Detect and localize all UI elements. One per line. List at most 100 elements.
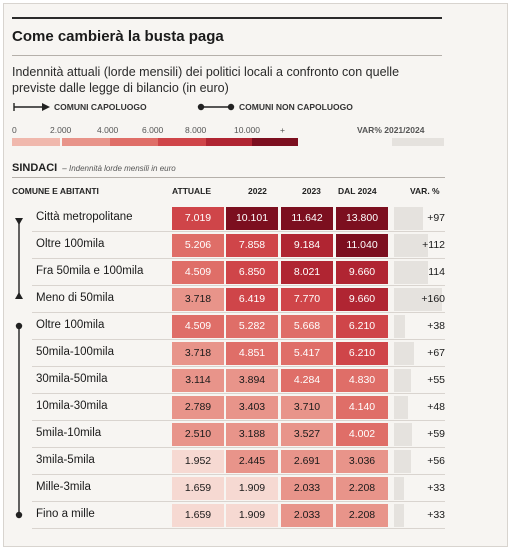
value-cell: 11.642 — [281, 207, 333, 230]
row-label: Mille-3mila — [36, 481, 91, 493]
var-value: +33 — [427, 482, 445, 494]
column-header-var: VAR. % — [410, 186, 440, 196]
var-value: +67 — [427, 347, 445, 359]
legend-capoluogo-label: COMUNI CAPOLUOGO — [54, 102, 147, 112]
scale-swatch — [110, 138, 158, 146]
scale-tick-label: 0 — [12, 125, 17, 135]
value-cell: 6.419 — [226, 288, 278, 311]
var-bar — [394, 504, 404, 527]
var-value: +38 — [427, 320, 445, 332]
column-header-attuale: ATTUALE — [172, 186, 212, 196]
value-cell: 4.851 — [226, 342, 278, 365]
value-cell: 5.668 — [281, 315, 333, 338]
row-divider — [32, 366, 445, 367]
table-row: 50mila-100mila 3.718 4.851 5.417 6.210 +67 — [12, 340, 445, 367]
var-value: +59 — [427, 428, 445, 440]
value-cell: 1.659 — [172, 477, 224, 500]
value-cell: 8.021 — [281, 261, 333, 284]
var-bar — [394, 234, 428, 257]
var-bar — [394, 396, 408, 419]
var-bar — [394, 369, 411, 392]
scale-tick-label: 10.000 — [234, 125, 260, 135]
var-bar — [394, 477, 404, 500]
table-row: Oltre 100mila 4.509 5.282 5.668 6.210 +38 — [12, 313, 445, 340]
value-cell: 4.140 — [336, 396, 388, 419]
row-label: 50mila-100mila — [36, 346, 114, 358]
scale-tick-label: 6.000 — [142, 125, 164, 135]
row-label: 3mila-5mila — [36, 454, 95, 466]
value-cell: 3.403 — [226, 396, 278, 419]
var-bar — [394, 288, 442, 311]
scale-tick-label: 8.000 — [185, 125, 207, 135]
value-cell: 2.033 — [281, 477, 333, 500]
value-cell: 4.509 — [172, 315, 224, 338]
value-cell: 1.909 — [226, 504, 278, 527]
row-divider — [32, 501, 445, 502]
var-value: +48 — [427, 401, 445, 413]
var-value: +97 — [427, 212, 445, 224]
color-scale: 0 2.000 4.000 6.000 8.000 10.000 + VAR% 2021/20… — [12, 125, 492, 153]
legend-non-capoluogo: COMUNI NON CAPOLUOGO — [197, 102, 353, 112]
value-cell: 3.710 — [281, 396, 333, 419]
row-label: Città metropolitane — [36, 211, 133, 223]
section-rule — [12, 177, 445, 178]
table-row: Mille-3mila 1.659 1.909 2.033 2.208 +33 — [12, 475, 445, 502]
value-cell: 1.909 — [226, 477, 278, 500]
value-cell: 5.282 — [226, 315, 278, 338]
value-cell: 4.509 — [172, 261, 224, 284]
value-cell: 7.770 — [281, 288, 333, 311]
scale-tick-label: + — [280, 125, 285, 135]
row-divider — [32, 393, 445, 394]
row-divider — [32, 447, 445, 448]
section-note: – Indennità lorde mensili in euro — [62, 164, 176, 173]
value-cell: 9.660 — [336, 288, 388, 311]
row-divider — [32, 339, 445, 340]
row-label: 30mila-50mila — [36, 373, 108, 385]
table-row: Meno di 50mila 3.718 6.419 7.770 9.660 +160 — [12, 286, 445, 313]
var-value: +112 — [422, 239, 445, 251]
value-cell: 4.284 — [281, 369, 333, 392]
row-divider — [32, 258, 445, 259]
chart-title: Come cambierà la busta paga — [12, 28, 224, 45]
var-bar — [394, 207, 423, 230]
top-rule — [12, 17, 442, 19]
table-row: 3mila-5mila 1.952 2.445 2.691 3.036 +56 — [12, 448, 445, 475]
scale-swatch — [206, 138, 254, 146]
row-divider — [32, 285, 445, 286]
value-cell: 4.830 — [336, 369, 388, 392]
value-cell: 13.800 — [336, 207, 388, 230]
row-label: 5mila-10mila — [36, 427, 102, 439]
value-cell: 6.210 — [336, 342, 388, 365]
var-value: 114 — [428, 266, 445, 278]
value-cell: 6.850 — [226, 261, 278, 284]
value-cell: 7.019 — [172, 207, 224, 230]
row-divider — [32, 474, 445, 475]
value-cell: 7.858 — [226, 234, 278, 257]
value-cell: 3.718 — [172, 288, 224, 311]
title-rule — [12, 55, 442, 56]
value-cell: 11.040 — [336, 234, 388, 257]
chart-subtitle: Indennità attuali (lorde mensili) dei po… — [12, 65, 400, 95]
table-row: Città metropolitane 7.019 10.101 11.642 13.8… — [12, 205, 445, 232]
value-cell: 3.036 — [336, 450, 388, 473]
column-header-2023: 2023 — [302, 186, 321, 196]
scale-tick-label: 4.000 — [97, 125, 119, 135]
value-cell: 2.445 — [226, 450, 278, 473]
table-row: Oltre 100mila 5.206 7.858 9.184 11.040 +112 — [12, 232, 445, 259]
table-row: Fra 50mila e 100mila 4.509 6.850 8.021 9.660… — [12, 259, 445, 286]
scale-tick-label: 2.000 — [50, 125, 72, 135]
var-value: +160 — [421, 293, 445, 305]
value-cell: 5.417 — [281, 342, 333, 365]
row-divider — [32, 231, 445, 232]
row-label: Oltre 100mila — [36, 319, 105, 331]
var-value: +55 — [427, 374, 445, 386]
legend-capoluogo-symbol — [13, 103, 50, 111]
column-header-dal-2024: DAL 2024 — [338, 186, 377, 196]
table-row: 10mila-30mila 2.789 3.403 3.710 4.140 +48 — [12, 394, 445, 421]
value-cell: 3.527 — [281, 423, 333, 446]
value-cell: 2.510 — [172, 423, 224, 446]
value-cell: 1.952 — [172, 450, 224, 473]
value-cell: 6.210 — [336, 315, 388, 338]
var-value: +56 — [427, 455, 445, 467]
row-divider — [32, 312, 445, 313]
